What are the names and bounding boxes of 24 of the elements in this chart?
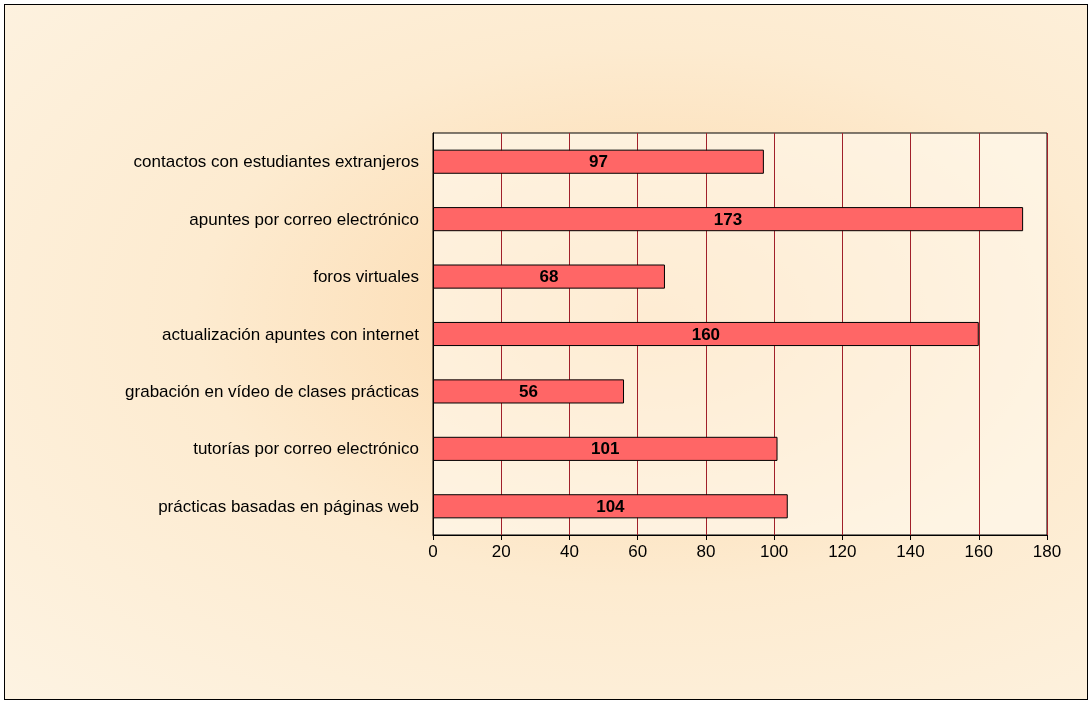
x-tick-label: 120 bbox=[828, 542, 857, 561]
y-tick-label: tutorías por correo electrónico bbox=[193, 439, 419, 459]
data-label: 173 bbox=[713, 209, 743, 229]
x-tick-label: 140 bbox=[896, 542, 925, 561]
x-tick-label: 100 bbox=[759, 542, 789, 561]
y-tick-label: actualización apuntes con internet bbox=[161, 324, 420, 344]
y-tick-label: grabación en vídeo de clases prácticas bbox=[125, 381, 419, 401]
y-tick-label: prácticas basadas en páginas web bbox=[158, 496, 419, 516]
data-label: 68 bbox=[539, 267, 559, 287]
y-tick-label: apuntes por correo electrónico bbox=[189, 209, 419, 229]
data-label: 97 bbox=[588, 152, 608, 172]
x-tick-label: 0 bbox=[428, 542, 438, 561]
data-label: 56 bbox=[519, 381, 538, 401]
y-tick-label: foros virtuales bbox=[313, 267, 419, 287]
x-tick-label: 40 bbox=[559, 542, 579, 561]
x-tick-label: 60 bbox=[628, 542, 648, 561]
x-tick-label: 160 bbox=[964, 542, 993, 561]
data-label: 160 bbox=[691, 324, 721, 344]
x-tick-label: 20 bbox=[491, 542, 511, 561]
x-tick-label: 180 bbox=[1032, 542, 1062, 561]
data-label: 104 bbox=[596, 496, 626, 516]
x-tick-label: 80 bbox=[696, 542, 716, 561]
data-label: 101 bbox=[591, 439, 620, 459]
y-tick-label: contactos con estudiantes extranjeros bbox=[133, 152, 419, 172]
